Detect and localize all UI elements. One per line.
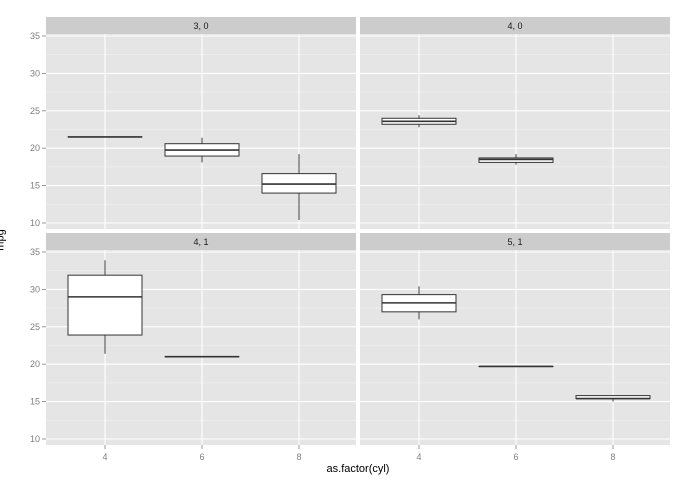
panel-background <box>46 34 356 229</box>
x-tick-label: 8 <box>296 452 301 462</box>
y-axis-title-text: mpg <box>0 229 7 250</box>
panel-background <box>360 34 670 229</box>
x-tick-label: 8 <box>610 452 615 462</box>
facet-strip-label: 4, 1 <box>193 237 208 247</box>
y-tick-label: 30 <box>30 68 40 78</box>
y-tick-label: 25 <box>30 322 40 332</box>
y-tick-label: 10 <box>30 218 40 228</box>
facet-panel: 3, 0 10 15 20 25 30 35 <box>30 17 356 229</box>
facet-strip-label: 4, 0 <box>507 21 522 31</box>
y-tick-label: 30 <box>30 284 40 294</box>
y-tick-label: 15 <box>30 397 40 407</box>
facet-strip-label: 3, 0 <box>193 21 208 31</box>
y-tick-label: 35 <box>30 247 40 257</box>
panel-background <box>360 250 670 445</box>
x-tick-label: 6 <box>199 452 204 462</box>
x-tick-label: 4 <box>416 452 421 462</box>
y-tick-label: 35 <box>30 31 40 41</box>
facet-strip-label: 5, 1 <box>507 237 522 247</box>
facet-panel: 4, 1 10 15 20 25 30 35 4 6 8 <box>30 233 356 462</box>
y-axis-title: mpg <box>2 222 16 262</box>
x-axis-title: as.factor(cyl) <box>0 463 690 475</box>
y-tick-label: 20 <box>30 359 40 369</box>
facet-panel: 4, 0 <box>360 17 670 229</box>
y-tick-label: 10 <box>30 434 40 444</box>
y-tick-label: 20 <box>30 143 40 153</box>
y-tick-label: 25 <box>30 106 40 116</box>
x-tick-label: 4 <box>102 452 107 462</box>
x-tick-label: 6 <box>513 452 518 462</box>
facet-panel: 5, 1 4 6 8 <box>360 233 670 462</box>
box-iqr <box>68 275 142 335</box>
y-tick-label: 15 <box>30 181 40 191</box>
